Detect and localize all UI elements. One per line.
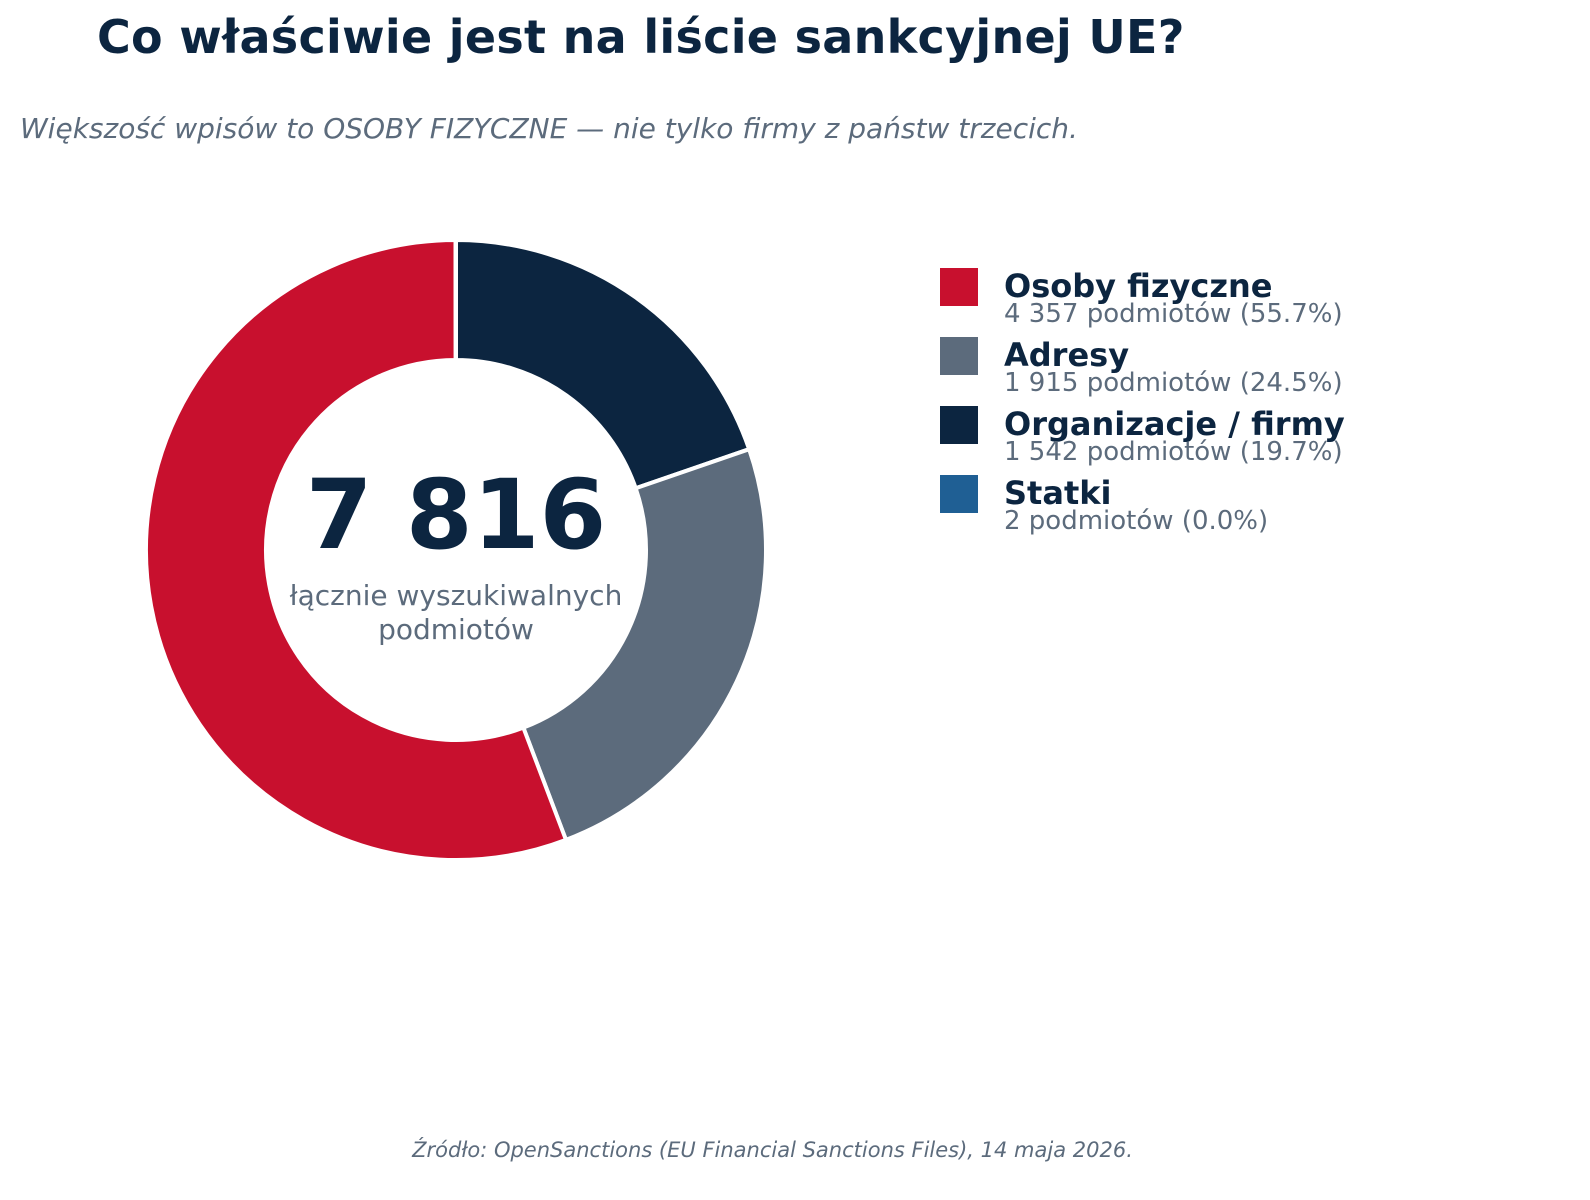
donut-slice-adresy (520, 446, 768, 843)
legend-swatch (940, 268, 978, 306)
legend-detail: 2 podmiotów (0.0%) (1004, 506, 1269, 536)
legend-swatch (940, 337, 978, 375)
legend-name: Osoby fizyczne (1004, 267, 1273, 305)
legend-swatch (940, 406, 978, 444)
donut-slices (144, 237, 768, 862)
legend-name: Organizacje / firmy (1004, 405, 1345, 443)
legend-swatch (940, 475, 978, 513)
legend-detail: 4 357 podmiotów (55.7%) (1004, 299, 1343, 329)
legend-name: Statki (1004, 474, 1112, 512)
legend-name: Adresy (1004, 336, 1130, 374)
chart-subtitle: Większość wpisów to OSOBY FIZYCZNE — nie… (20, 112, 1078, 145)
center-label-line2: podmiotów (378, 613, 534, 646)
chart-title: Co właściwie jest na liście sankcyjnej U… (97, 10, 1185, 64)
donut-chart: 7 816 łącznie wyszukiwalnych podmiotów (144, 237, 768, 862)
center-total: 7 816 (306, 459, 607, 571)
source-note: Źródło: OpenSanctions (EU Financial Sanc… (412, 1138, 1133, 1162)
legend-detail: 1 542 podmiotów (19.7%) (1004, 437, 1343, 467)
legend-detail: 1 915 podmiotów (24.5%) (1004, 368, 1343, 398)
center-label-line1: łącznie wyszukiwalnych (290, 579, 623, 612)
donut-slice-organizacje-firmy (454, 237, 752, 491)
donut-slice-osoby-fizyczne (144, 237, 569, 862)
